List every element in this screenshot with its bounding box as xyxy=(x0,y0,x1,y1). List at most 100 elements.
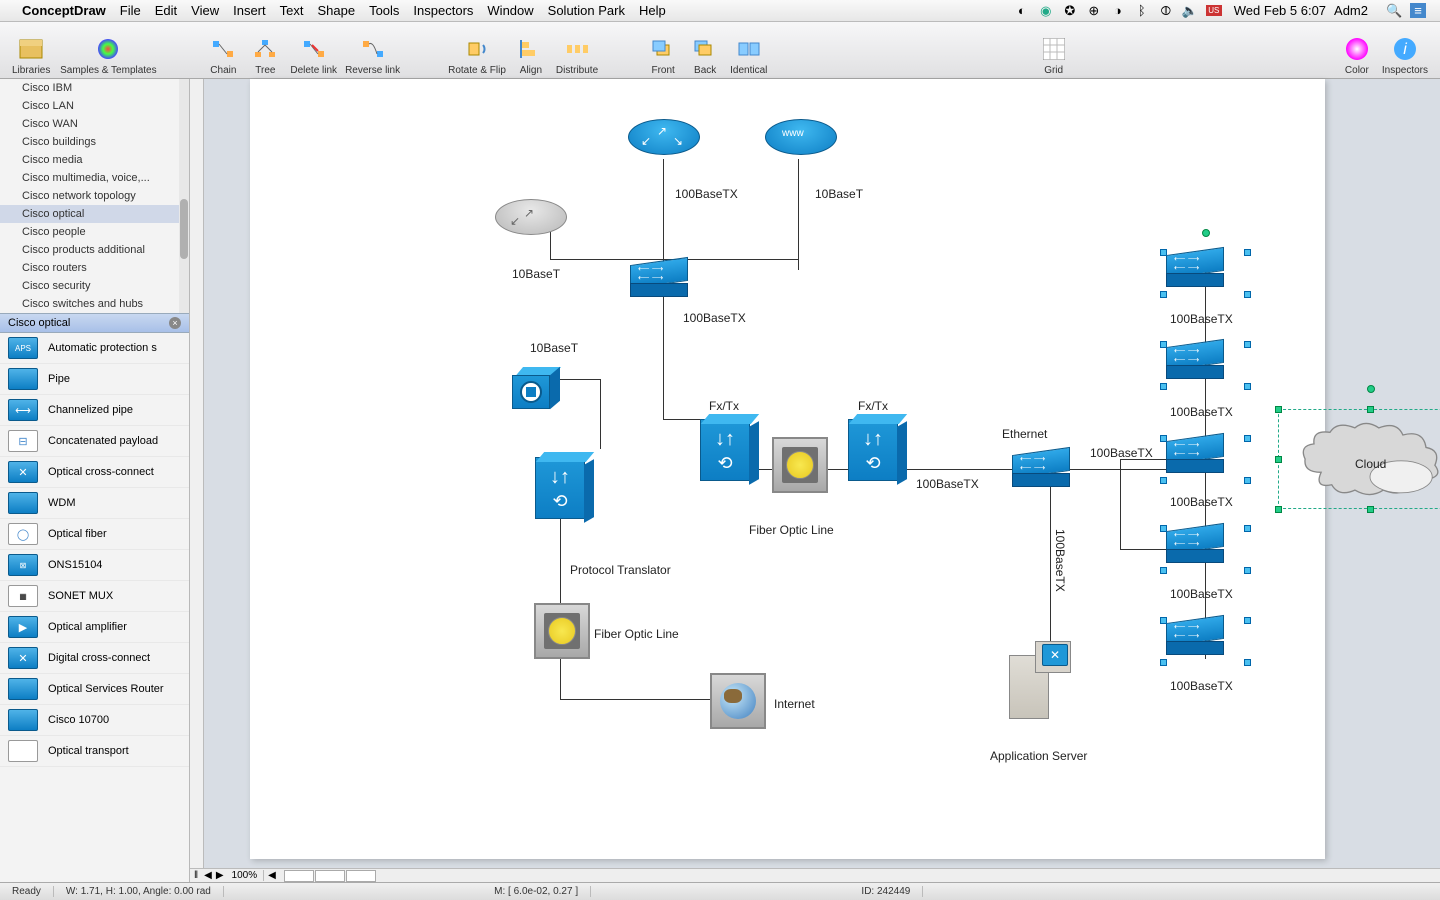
switch-node[interactable]: ⟵ ⟶⟵ ⟶ xyxy=(630,261,690,297)
notification-icon[interactable]: ≡ xyxy=(1410,3,1426,18)
shape-item[interactable]: Cisco 10700 xyxy=(0,705,189,736)
cube-node[interactable] xyxy=(512,367,560,409)
menu-inspectors[interactable]: Inspectors xyxy=(413,3,473,18)
status-icon[interactable]: ◑ xyxy=(1110,3,1126,18)
status-icon[interactable]: ⊕ xyxy=(1086,3,1102,19)
close-icon[interactable]: × xyxy=(169,317,181,329)
user-menu[interactable]: Adm2 xyxy=(1334,3,1368,18)
page[interactable]: ↗↙↘ 100BaseTX www 10BaseT ↗↙ 10BaseT ⟵ ⟶… xyxy=(250,79,1325,859)
tb-tree[interactable]: Tree xyxy=(248,24,282,76)
cat-item[interactable]: Cisco media xyxy=(0,151,189,169)
status-icon[interactable]: ✪ xyxy=(1062,3,1078,19)
sel-handle[interactable] xyxy=(1160,341,1167,348)
router-node[interactable]: www xyxy=(765,119,837,155)
switch-node[interactable]: ⟵ ⟶⟵ ⟶ xyxy=(1166,343,1226,379)
tb-back[interactable]: Back xyxy=(688,24,722,76)
sel-handle[interactable] xyxy=(1244,617,1251,624)
sel-handle[interactable] xyxy=(1244,249,1251,256)
spotlight-icon[interactable]: 🔍 xyxy=(1386,3,1402,19)
canvas[interactable]: ↗↙↘ 100BaseTX www 10BaseT ↗↙ 10BaseT ⟵ ⟶… xyxy=(190,79,1440,882)
menu-solutionpark[interactable]: Solution Park xyxy=(548,3,625,18)
tb-align[interactable]: Align xyxy=(514,24,548,76)
volume-icon[interactable]: 🔈 xyxy=(1182,3,1198,19)
sel-rotate-handle[interactable] xyxy=(1202,229,1210,237)
shape-item[interactable]: ✕Optical cross-connect xyxy=(0,457,189,488)
hscroll-bar[interactable]: ‖ ◀▶ 100% ◀ xyxy=(190,868,1440,882)
shape-item[interactable]: ⊠ONS15104 xyxy=(0,550,189,581)
cat-item[interactable]: Cisco multimedia, voice,... xyxy=(0,169,189,187)
switch-node[interactable]: ⟵ ⟶⟵ ⟶ xyxy=(1166,619,1226,655)
protocol-box[interactable]: ↓↑⟲ xyxy=(535,457,585,519)
sel-handle[interactable] xyxy=(1160,477,1167,484)
shape-item[interactable]: Optical Services Router xyxy=(0,674,189,705)
sel-handle[interactable] xyxy=(1244,383,1251,390)
cat-item[interactable]: Cisco buildings xyxy=(0,133,189,151)
globe-node[interactable] xyxy=(710,673,766,729)
sel-handle[interactable] xyxy=(1275,406,1282,413)
shape-item[interactable]: ▶Optical amplifier xyxy=(0,612,189,643)
status-icon[interactable]: ◐ xyxy=(1014,3,1030,18)
tb-distribute[interactable]: Distribute xyxy=(556,24,598,76)
cat-item[interactable]: Cisco IBM xyxy=(0,79,189,97)
sel-handle[interactable] xyxy=(1367,406,1374,413)
sel-handle[interactable] xyxy=(1244,567,1251,574)
cat-item[interactable]: Cisco WAN xyxy=(0,115,189,133)
sel-handle[interactable] xyxy=(1244,659,1251,666)
fiber-node[interactable] xyxy=(534,603,590,659)
tb-inspectors[interactable]: iInspectors xyxy=(1382,24,1428,76)
menu-insert[interactable]: Insert xyxy=(233,3,266,18)
library-header[interactable]: Cisco optical × xyxy=(0,313,189,333)
sel-handle[interactable] xyxy=(1367,506,1374,513)
router-node[interactable]: ↗↙↘ xyxy=(628,119,700,155)
cat-item[interactable]: Cisco routers xyxy=(0,259,189,277)
sel-handle[interactable] xyxy=(1244,341,1251,348)
menu-view[interactable]: View xyxy=(191,3,219,18)
cat-item[interactable]: Cisco network topology xyxy=(0,187,189,205)
menu-text[interactable]: Text xyxy=(280,3,304,18)
tb-color[interactable]: Color xyxy=(1340,24,1374,76)
tb-rotate[interactable]: Rotate & Flip xyxy=(448,24,506,76)
shape-item[interactable]: ◯Optical fiber xyxy=(0,519,189,550)
menu-tools[interactable]: Tools xyxy=(369,3,399,18)
app-name[interactable]: ConceptDraw xyxy=(22,3,106,18)
tb-delete-link[interactable]: Delete link xyxy=(290,24,337,76)
shape-item[interactable]: ✕Digital cross-connect xyxy=(0,643,189,674)
tb-front[interactable]: Front xyxy=(646,24,680,76)
clock[interactable]: Wed Feb 5 6:07 xyxy=(1234,3,1326,18)
flag-icon[interactable]: US xyxy=(1206,5,1222,16)
cat-item-selected[interactable]: Cisco optical xyxy=(0,205,189,223)
sel-handle[interactable] xyxy=(1160,291,1167,298)
tb-chain[interactable]: Chain xyxy=(206,24,240,76)
sel-handle[interactable] xyxy=(1160,435,1167,442)
status-icon[interactable]: ◉ xyxy=(1038,3,1054,19)
shape-item[interactable]: Optical transport xyxy=(0,736,189,767)
menu-help[interactable]: Help xyxy=(639,3,666,18)
shape-item[interactable]: ▦SONET MUX xyxy=(0,581,189,612)
menu-file[interactable]: File xyxy=(120,3,141,18)
page-tabs[interactable] xyxy=(284,870,377,882)
tb-samples[interactable]: Samples & Templates xyxy=(58,24,158,76)
cat-item[interactable]: Cisco products additional xyxy=(0,241,189,259)
shape-item[interactable]: ⊟Concatenated payload xyxy=(0,426,189,457)
shape-item[interactable]: Pipe xyxy=(0,364,189,395)
sel-handle[interactable] xyxy=(1160,249,1167,256)
menu-shape[interactable]: Shape xyxy=(317,3,355,18)
protocol-box[interactable]: ↓↑⟲ xyxy=(848,419,898,481)
cat-item[interactable]: Cisco LAN xyxy=(0,97,189,115)
zoom-level[interactable]: 100% xyxy=(226,870,265,881)
cat-item[interactable]: Cisco switches and hubs xyxy=(0,295,189,313)
switch-node[interactable]: ⟵ ⟶⟵ ⟶ xyxy=(1166,251,1226,287)
sel-handle[interactable] xyxy=(1160,659,1167,666)
tb-libraries[interactable]: Libraries xyxy=(12,24,50,76)
switch-node[interactable]: ⟵ ⟶⟵ ⟶ xyxy=(1012,451,1072,487)
sel-handle[interactable] xyxy=(1275,456,1282,463)
sel-rotate-handle[interactable] xyxy=(1367,385,1375,393)
sel-handle[interactable] xyxy=(1160,383,1167,390)
fiber-node[interactable] xyxy=(772,437,828,493)
router-node-grey[interactable]: ↗↙ xyxy=(495,199,567,235)
sidebar-scrollbar[interactable] xyxy=(179,79,189,313)
sel-handle[interactable] xyxy=(1160,617,1167,624)
shape-item[interactable]: WDM xyxy=(0,488,189,519)
switch-node[interactable]: ⟵ ⟶⟵ ⟶ xyxy=(1166,527,1226,563)
sel-handle[interactable] xyxy=(1244,435,1251,442)
